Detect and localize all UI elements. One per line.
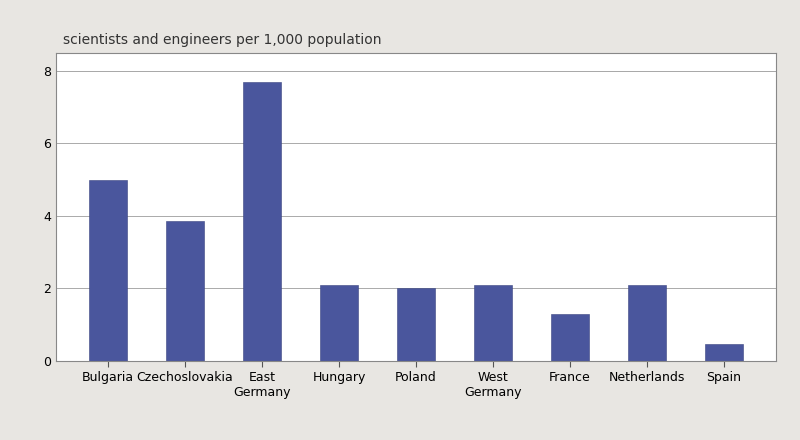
Bar bbox=[550, 314, 590, 361]
Bar bbox=[166, 221, 204, 361]
Bar bbox=[320, 285, 358, 361]
Bar bbox=[242, 82, 282, 361]
Bar bbox=[397, 288, 435, 361]
Bar bbox=[705, 345, 743, 361]
Bar bbox=[628, 285, 666, 361]
Bar bbox=[474, 285, 512, 361]
Text: scientists and engineers per 1,000 population: scientists and engineers per 1,000 popul… bbox=[63, 33, 382, 47]
Bar bbox=[89, 180, 127, 361]
